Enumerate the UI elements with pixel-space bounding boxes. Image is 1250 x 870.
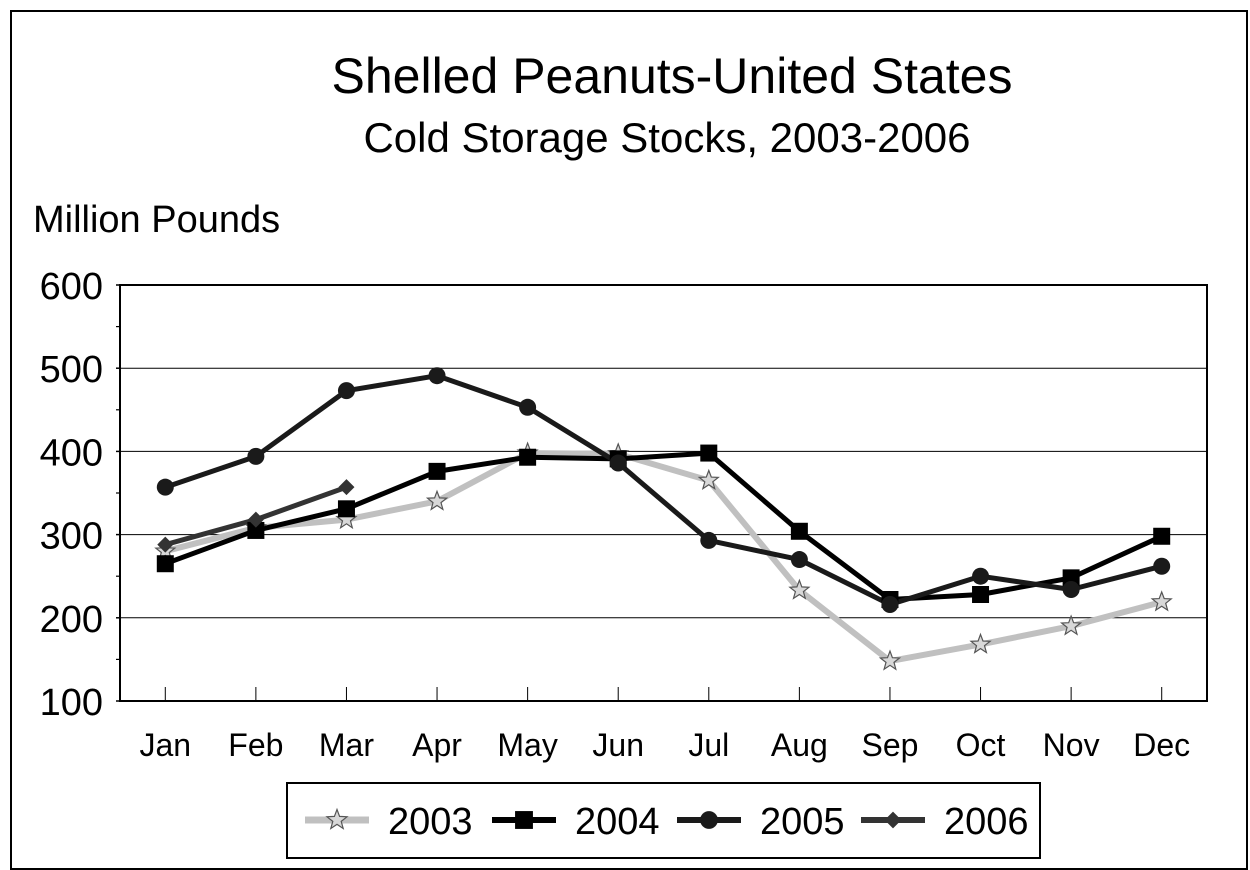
series-line-2004 [164, 450, 1163, 602]
x-tick-label: Feb [228, 727, 283, 763]
y-tick-label: 400 [40, 432, 103, 474]
data-point-2005 [790, 551, 808, 569]
x-tick-label: Sep [861, 727, 918, 763]
data-point-2003 [1059, 614, 1083, 636]
data-point-2005 [519, 398, 537, 416]
x-tick-label: Oct [956, 727, 1006, 763]
x-tick-label: Jul [688, 727, 729, 763]
data-point-2003 [697, 468, 720, 490]
data-point-2004 [790, 522, 808, 540]
legend-label-2003: 2003 [388, 801, 473, 843]
x-tick-label: Nov [1043, 727, 1100, 763]
x-tick-label: May [497, 727, 557, 763]
plot-border [119, 284, 1208, 702]
legend-label-2004: 2004 [575, 801, 660, 843]
data-point-2005 [247, 447, 265, 465]
chart-frame [10, 10, 1248, 870]
legend-label-2005: 2005 [760, 801, 845, 843]
x-tick-label: Jan [139, 727, 191, 763]
x-tick-label: Mar [319, 727, 374, 763]
legend-label-2006: 2006 [944, 801, 1029, 843]
series-line-2003 [164, 450, 1163, 665]
plot-area: 100 200 300 400 500 600 Jan Feb Mar Apr May Jun Jul A… [40, 266, 1208, 763]
data-point-2004 [247, 521, 265, 539]
data-point-2006 [338, 479, 355, 496]
legend-marker-2003 [325, 807, 349, 830]
data-point-2005 [700, 531, 718, 549]
y-tick-label: 300 [40, 516, 103, 558]
data-point-2003 [969, 632, 992, 654]
data-point-2004 [1153, 527, 1171, 545]
data-point-2004 [156, 555, 174, 573]
data-point-2003 [878, 649, 902, 671]
data-point-2006 [157, 536, 174, 553]
data-point-2005 [156, 478, 174, 496]
series-line-2005 [164, 373, 1163, 607]
chart-subtitle: Cold Storage Stocks, 2003-2006 [363, 114, 970, 161]
data-point-2003 [1150, 590, 1173, 612]
data-point-2004 [972, 586, 990, 604]
y-tick-label: 600 [40, 266, 103, 308]
data-point-2004 [1062, 569, 1080, 587]
data-point-2003 [425, 489, 449, 511]
data-point-2004 [428, 462, 446, 480]
data-point-2006 [247, 511, 264, 528]
data-point-2005 [337, 382, 355, 400]
legend-marker-2004 [515, 811, 533, 829]
data-point-2005 [972, 567, 990, 585]
data-point-2004 [337, 500, 355, 518]
data-point-2005 [428, 367, 446, 385]
y-axis-label: Million Pounds [33, 199, 280, 241]
chart-title: Shelled Peanuts-United States [332, 48, 1013, 104]
data-point-2005 [1062, 581, 1080, 599]
x-tick-label: Jun [592, 727, 644, 763]
x-tick-label: Apr [412, 727, 462, 763]
y-tick-label: 200 [40, 599, 103, 641]
y-tick-label: 100 [40, 682, 103, 724]
legend: 2003 2004 2005 2006 [286, 782, 1041, 859]
data-point-2005 [609, 454, 627, 472]
data-point-2005 [1153, 557, 1171, 575]
data-point-2005 [881, 595, 899, 613]
legend-marker-2006 [884, 811, 902, 829]
y-tick-label: 500 [40, 349, 103, 391]
data-point-2004 [700, 444, 718, 462]
legend-marker-2005 [700, 811, 718, 829]
x-tick-label: Aug [771, 727, 828, 763]
data-point-2004 [519, 448, 537, 466]
x-tick-label: Dec [1133, 727, 1190, 763]
data-point-2003 [788, 578, 811, 600]
